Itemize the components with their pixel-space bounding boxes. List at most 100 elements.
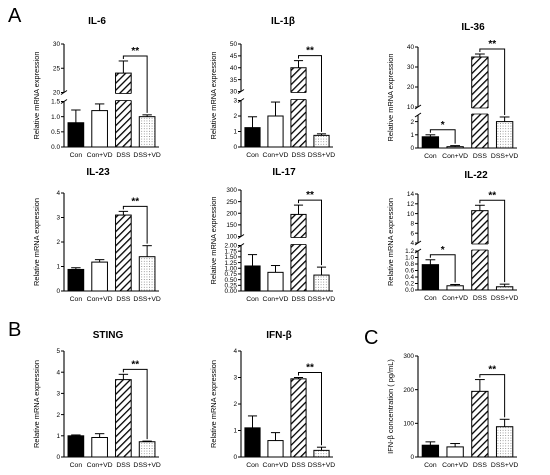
y-tick-label: 0.50 bbox=[225, 277, 238, 284]
bar-con-vd bbox=[91, 261, 108, 292]
bar-dss bbox=[290, 378, 307, 458]
panel-label-c: C bbox=[364, 327, 378, 349]
y-tick-label: 2 bbox=[410, 119, 414, 126]
x-tick-label: DSS bbox=[292, 296, 306, 303]
bar-con bbox=[244, 427, 261, 458]
bar-break-gap bbox=[470, 108, 490, 114]
y-tick-label: 10 bbox=[407, 104, 415, 111]
y-axis-label: Relative mRNA expression bbox=[209, 197, 218, 285]
chart-il1b: IL-1β Relative mRNA expression 0 1 2 3 30 35 40 4… bbox=[209, 16, 335, 159]
y-axis-label: Relative mRNA expression bbox=[209, 360, 218, 448]
chart-sting: STING Relative mRNA expression 0 1 2 3 4 5 Con Co… bbox=[32, 330, 161, 469]
y-tick-label: 1 bbox=[56, 264, 60, 271]
x-tick-label: Con bbox=[424, 295, 437, 302]
x-tick-label: Con bbox=[246, 462, 259, 469]
y-tick-label: 200 bbox=[403, 387, 414, 394]
y-tick-label: 150 bbox=[226, 222, 237, 229]
x-tick-label: Con bbox=[70, 152, 83, 159]
y-tick-label: 0 bbox=[56, 288, 60, 295]
x-tick-label: Con+VD bbox=[263, 462, 289, 469]
chart-il36: IL-36 Relative mRNA expression 0 1 2 10 20 30 40… bbox=[386, 22, 518, 160]
bar-dss-vd bbox=[495, 121, 514, 149]
y-tick-label: 30 bbox=[230, 89, 238, 96]
bar-con bbox=[421, 264, 440, 291]
bar-con bbox=[421, 136, 440, 149]
y-tick-label: 14 bbox=[407, 191, 415, 198]
significance-bracket bbox=[122, 368, 148, 440]
chart-ifnb-concentration: IFN-β concentration ( pg/mL) 0 100 200 300 Co… bbox=[386, 353, 518, 469]
x-tick-label: DSS bbox=[473, 295, 487, 302]
y-tick-label: 200 bbox=[226, 210, 237, 217]
y-tick-label: 300 bbox=[226, 187, 237, 194]
bar-dss-vd bbox=[313, 134, 330, 148]
significance-bracket bbox=[429, 129, 456, 144]
y-tick-label: 1.25 bbox=[225, 260, 238, 267]
y-tick-label: 40 bbox=[230, 65, 238, 72]
y-tick-label: 4 bbox=[56, 369, 60, 376]
bar-con bbox=[67, 268, 85, 292]
y-tick-label: 0.00 bbox=[225, 288, 238, 295]
bar-dss bbox=[290, 213, 307, 292]
y-tick-label: 0 bbox=[410, 145, 414, 152]
bar-dss bbox=[115, 379, 132, 458]
significance-bracket bbox=[298, 199, 322, 266]
x-tick-label: DSS bbox=[292, 462, 306, 469]
x-tick-label: Con+VD bbox=[87, 296, 113, 303]
chart-title: IFN-β bbox=[266, 330, 292, 341]
y-tick-label: 0.2 bbox=[405, 281, 414, 288]
chart-title: IL-1β bbox=[271, 16, 295, 27]
y-tick-label: 0.6 bbox=[405, 268, 414, 275]
y-tick-label: 100 bbox=[403, 421, 414, 428]
x-tick-label: DSS bbox=[116, 296, 130, 303]
y-tick-label: 45 bbox=[230, 53, 238, 60]
y-tick-label: 10 bbox=[407, 211, 415, 218]
y-tick-label: 4 bbox=[233, 348, 237, 355]
chart-il17: IL-17 Relative mRNA expression 0.000.250.5… bbox=[209, 167, 335, 303]
significance-bracket bbox=[479, 199, 506, 283]
x-tick-label: DSS+VD bbox=[133, 152, 160, 159]
y-tick-label: 6 bbox=[410, 230, 414, 237]
y-tick-label: 3 bbox=[233, 98, 237, 105]
x-tick-label: DSS+VD bbox=[308, 462, 335, 469]
significance-label: ** bbox=[306, 46, 314, 57]
y-tick-label: 0.5 bbox=[51, 129, 60, 136]
x-tick-label: DSS bbox=[116, 152, 130, 159]
x-tick-label: DSS+VD bbox=[491, 295, 518, 302]
bar-dss-vd bbox=[313, 274, 330, 292]
significance-bracket bbox=[298, 372, 322, 446]
bar-dss bbox=[115, 72, 132, 148]
y-tick-label: 4 bbox=[410, 240, 414, 247]
bar-con-vd bbox=[446, 146, 464, 149]
y-tick-label: 30 bbox=[407, 64, 415, 71]
y-axis-label: Relative mRNA expression bbox=[386, 198, 395, 286]
bar-con-vd bbox=[91, 110, 108, 148]
x-tick-label: DSS+VD bbox=[491, 153, 518, 160]
significance-label: * bbox=[441, 245, 445, 256]
x-tick-label: DSS bbox=[116, 462, 130, 469]
y-tick-label: 0 bbox=[233, 454, 237, 461]
bar-dss-vd bbox=[138, 441, 156, 458]
significance-label: ** bbox=[306, 190, 314, 201]
y-tick-label: 1.0 bbox=[405, 255, 414, 262]
x-tick-label: Con bbox=[70, 462, 83, 469]
y-tick-label: 3 bbox=[56, 391, 60, 398]
significance-label: ** bbox=[131, 196, 139, 207]
y-tick-label: 300 bbox=[403, 353, 414, 360]
significance-label: ** bbox=[488, 39, 496, 50]
y-tick-label: 1.50 bbox=[225, 254, 238, 261]
bar-dss bbox=[290, 67, 307, 148]
y-tick-label: 0.8 bbox=[405, 261, 414, 268]
significance-label: ** bbox=[488, 365, 496, 376]
y-tick-label: 20 bbox=[53, 90, 61, 97]
chart-il23: IL-23 Relative mRNA expression 0 1 2 3 4 Con Con… bbox=[32, 167, 161, 303]
chart-il6: IL-6 Relative mRNA expression 0.0 0.5 1.0 1.5… bbox=[32, 16, 161, 159]
significance-bracket bbox=[122, 205, 148, 244]
bar-break-gap bbox=[289, 237, 308, 245]
bar-con-vd bbox=[267, 115, 284, 148]
bar-dss-vd bbox=[495, 426, 514, 458]
y-tick-label: 2 bbox=[56, 239, 60, 246]
panel-label-b: B bbox=[8, 319, 21, 341]
bar-con-vd bbox=[446, 285, 464, 291]
y-tick-label: 1.75 bbox=[225, 248, 238, 255]
x-tick-label: Con bbox=[424, 462, 437, 469]
